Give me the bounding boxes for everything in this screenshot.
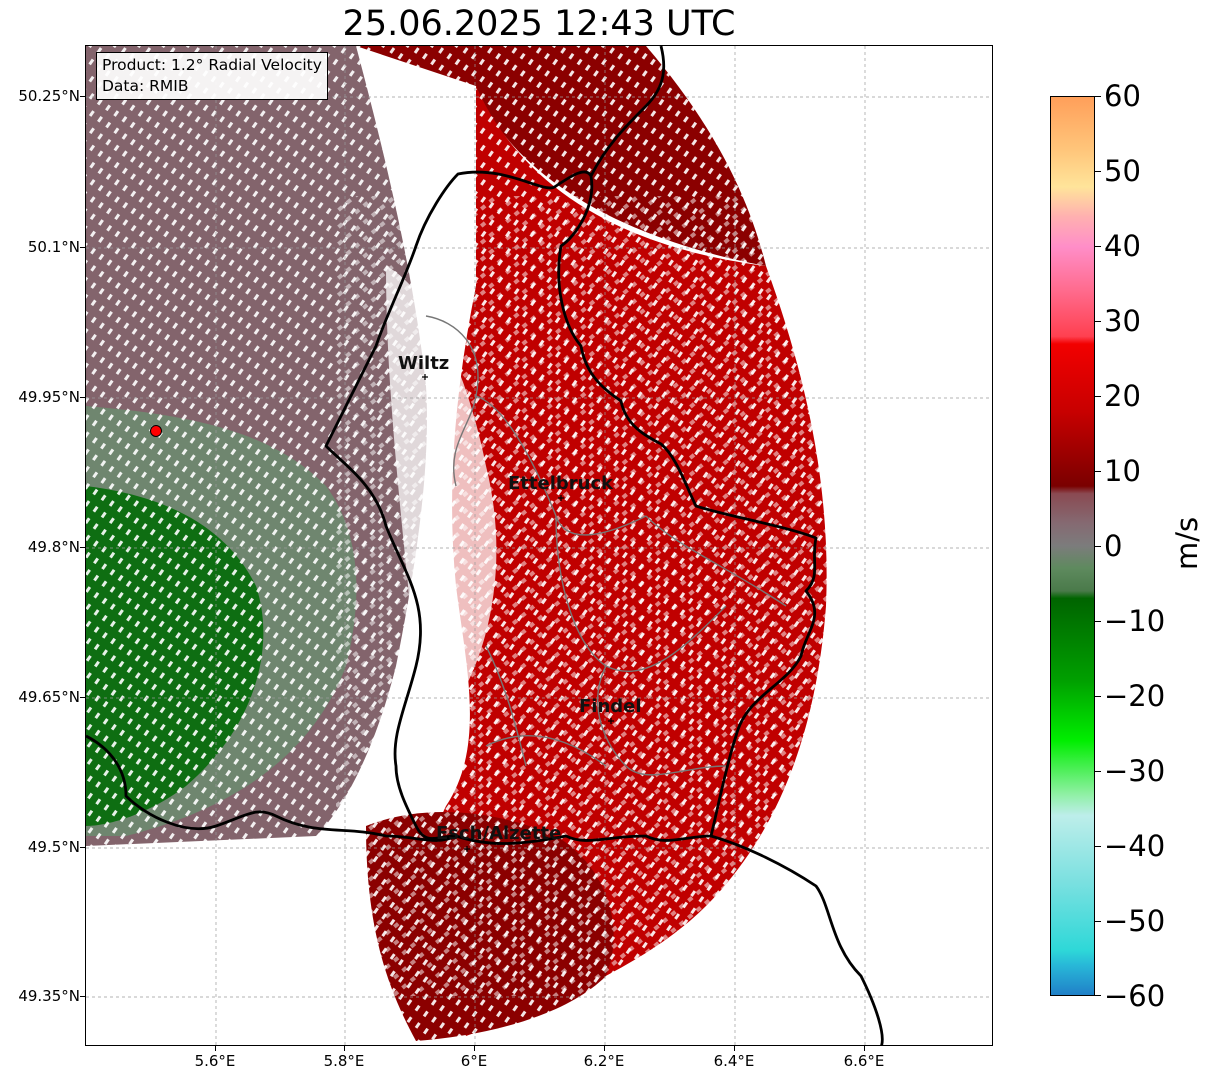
colorbar-tick [1095, 321, 1101, 322]
city-label: Esch/Alzette [436, 823, 561, 844]
city-label: Findel [579, 696, 642, 717]
lat-tick [80, 697, 85, 698]
lat-tick [80, 397, 85, 398]
lat-tick [80, 847, 85, 848]
velocity-field [86, 46, 992, 1045]
colorbar-tick [1095, 846, 1101, 847]
lat-label: 49.8°N [27, 538, 80, 556]
radar-map: Wiltz Ettelbruck Findel Esch/Alzette [85, 45, 993, 1046]
radar-location-marker [150, 425, 162, 437]
colorbar-tick [1095, 696, 1101, 697]
data-source-label: Data: RMIB [102, 77, 189, 95]
lat-label: 49.95°N [18, 388, 80, 406]
lon-label: 6.2°E [583, 1052, 625, 1070]
lon-tick [215, 1046, 216, 1051]
radar-map-svg: Wiltz Ettelbruck Findel Esch/Alzette [86, 46, 992, 1045]
city-wiltz: Wiltz [398, 353, 449, 380]
map-title: 25.06.2025 12:43 UTC [342, 4, 736, 44]
lat-label: 49.65°N [18, 688, 80, 706]
lat-tick [80, 547, 85, 548]
colorbar-tick [1095, 171, 1101, 172]
no-data-east [786, 46, 992, 1045]
lat-label: 50.1°N [27, 238, 80, 256]
colorbar-tick-label: −60 [1104, 979, 1166, 1013]
colorbar-tick [1095, 995, 1101, 996]
lon-label: 6°E [460, 1052, 488, 1070]
lat-label: 49.5°N [27, 838, 80, 856]
lon-tick [604, 1046, 605, 1051]
lat-tick [80, 996, 85, 997]
lat-tick [80, 96, 85, 97]
german-french-border [710, 834, 884, 1045]
colorbar-tick-label: −20 [1104, 679, 1166, 713]
lon-label: 5.6°E [194, 1052, 236, 1070]
colorbar-tick-label: −10 [1104, 604, 1166, 638]
colorbar-tick-label: 40 [1104, 229, 1141, 263]
colorbar-tick [1095, 621, 1101, 622]
no-data-south-west [86, 836, 356, 1045]
product-info-box: Product: 1.2° Radial Velocity Data: RMIB [96, 52, 328, 100]
colorbar-tick-label: 30 [1104, 304, 1141, 338]
colorbar-unit-label: m/s [1170, 516, 1204, 570]
city-markers: Wiltz Ettelbruck Findel Esch/Alzette [398, 353, 642, 852]
lon-label: 6.4°E [713, 1052, 755, 1070]
colorbar-tick-label: −30 [1104, 754, 1166, 788]
colorbar-tick-label: 20 [1104, 379, 1141, 413]
colorbar-tick-label: −40 [1104, 829, 1166, 863]
colorbar-tick [1095, 396, 1101, 397]
colorbar-tick-label: 50 [1104, 154, 1141, 188]
colorbar-tick-label: −50 [1104, 904, 1166, 938]
colorbar-tick [1095, 246, 1101, 247]
lat-label: 50.25°N [18, 87, 80, 105]
colorbar-tick [1095, 96, 1101, 97]
lat-tick [80, 247, 85, 248]
belgian-french-border [86, 734, 457, 842]
echo-speckle-2 [336, 196, 896, 996]
city-ettelbruck: Ettelbruck [508, 473, 614, 501]
city-label: Ettelbruck [508, 473, 614, 494]
country-borders [86, 46, 884, 1045]
colorbar-tick [1095, 771, 1101, 772]
luxembourg-border [324, 170, 818, 845]
lon-tick [734, 1046, 735, 1051]
colorbar-tick [1095, 546, 1101, 547]
north-border [589, 46, 666, 177]
product-label: Product: 1.2° Radial Velocity [102, 56, 322, 74]
colorbar-tick-label: 60 [1104, 79, 1141, 113]
lon-label: 6.6°E [843, 1052, 885, 1070]
canton-borders [425, 315, 787, 776]
lat-label: 49.35°N [18, 987, 80, 1005]
city-esch-alzette: Esch/Alzette [436, 823, 561, 852]
colorbar [1050, 96, 1095, 996]
city-findel: Findel [579, 696, 642, 724]
colorbar-tick [1095, 471, 1101, 472]
gridlines [86, 46, 992, 1045]
colorbar-tick-label: 0 [1104, 529, 1123, 563]
city-label: Wiltz [398, 353, 449, 374]
lon-tick [474, 1046, 475, 1051]
colorbar-tick-label: 10 [1104, 454, 1141, 488]
lon-tick [344, 1046, 345, 1051]
colorbar-tick [1095, 921, 1101, 922]
lon-label: 5.8°E [323, 1052, 365, 1070]
lon-tick [864, 1046, 865, 1051]
